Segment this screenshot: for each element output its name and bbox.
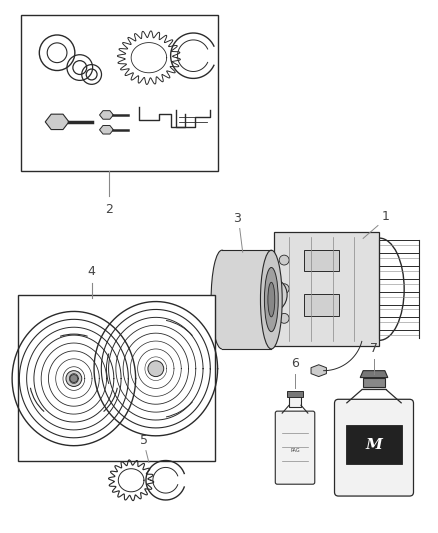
Bar <box>274 232 379 346</box>
Bar <box>304 250 339 271</box>
Polygon shape <box>45 114 69 130</box>
Circle shape <box>70 375 78 383</box>
Circle shape <box>148 361 164 377</box>
Polygon shape <box>99 125 113 134</box>
Bar <box>304 294 339 316</box>
Ellipse shape <box>211 250 233 349</box>
Circle shape <box>279 284 289 294</box>
Text: 2: 2 <box>106 203 113 216</box>
Circle shape <box>279 255 289 265</box>
Text: M: M <box>366 438 382 451</box>
Polygon shape <box>360 370 388 377</box>
FancyBboxPatch shape <box>335 399 413 496</box>
FancyBboxPatch shape <box>275 411 315 484</box>
Text: 7: 7 <box>370 342 378 355</box>
Bar <box>21 15 218 171</box>
Text: 1: 1 <box>382 209 390 223</box>
Bar <box>287 391 303 397</box>
Text: PAG: PAG <box>290 448 300 453</box>
Bar <box>222 250 271 349</box>
Circle shape <box>66 370 82 386</box>
Ellipse shape <box>261 250 282 349</box>
Circle shape <box>251 277 287 313</box>
Ellipse shape <box>265 268 278 332</box>
Bar <box>363 377 385 387</box>
Polygon shape <box>99 111 113 119</box>
Circle shape <box>259 285 279 305</box>
Circle shape <box>279 313 289 324</box>
Text: 6: 6 <box>291 357 299 370</box>
Bar <box>289 395 301 407</box>
Ellipse shape <box>268 282 275 317</box>
Text: 3: 3 <box>233 212 241 224</box>
Bar <box>346 425 402 464</box>
Text: 5: 5 <box>140 434 148 447</box>
Bar <box>18 295 215 461</box>
Text: 4: 4 <box>88 265 95 278</box>
Polygon shape <box>311 365 326 377</box>
